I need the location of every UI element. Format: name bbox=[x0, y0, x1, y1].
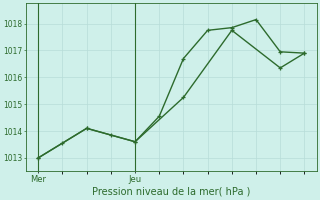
X-axis label: Pression niveau de la mer( hPa ): Pression niveau de la mer( hPa ) bbox=[92, 187, 251, 197]
